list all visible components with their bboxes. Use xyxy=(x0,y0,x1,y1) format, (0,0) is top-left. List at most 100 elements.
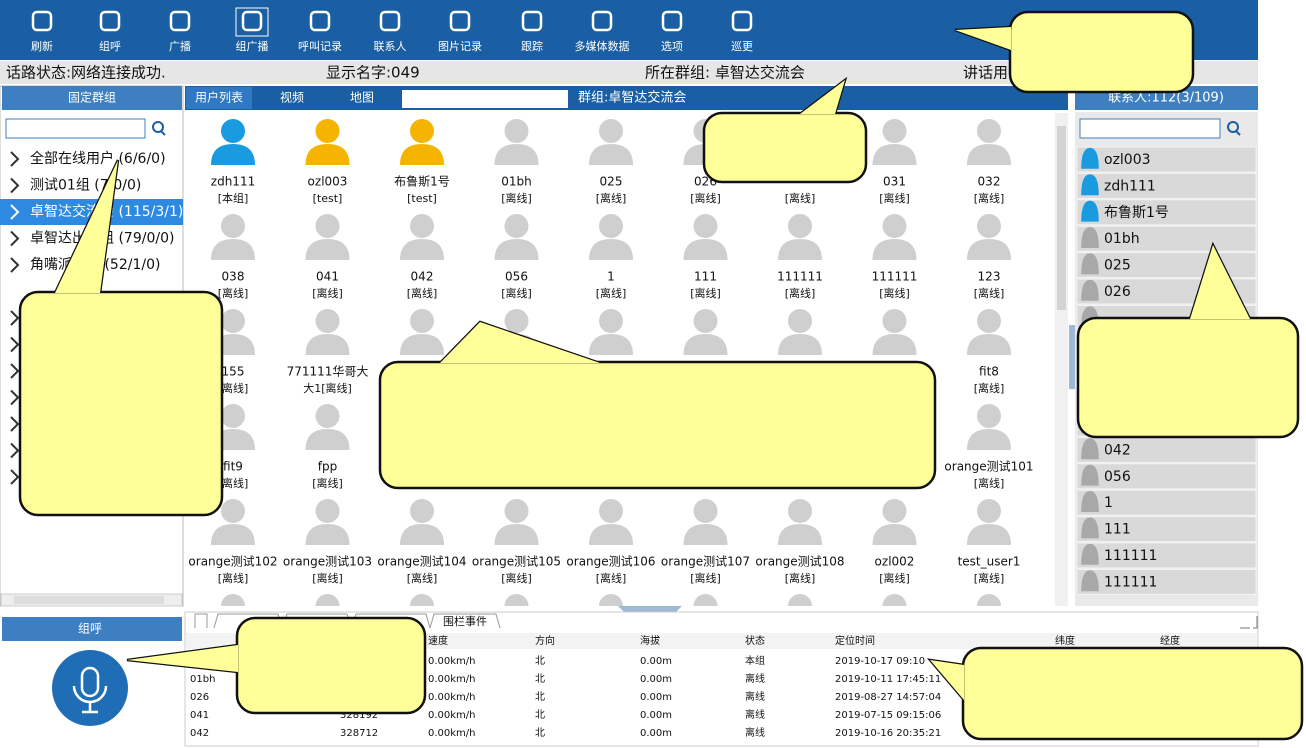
contact-name[interactable]: 056 xyxy=(1104,469,1131,485)
user-name[interactable]: fit9 xyxy=(223,460,243,474)
contact-row[interactable] xyxy=(1076,489,1257,516)
toolbar-button[interactable]: 巡更 xyxy=(731,40,753,53)
tab[interactable]: 视频 xyxy=(280,90,304,105)
contact-row[interactable] xyxy=(1076,172,1257,199)
user-name[interactable]: 056 xyxy=(505,270,528,284)
user-name[interactable]: 01bh xyxy=(501,175,532,189)
splitter-handle[interactable] xyxy=(618,606,682,612)
contact-row[interactable] xyxy=(1076,516,1257,543)
toolbar-button[interactable]: 广播 xyxy=(169,39,191,53)
mic-button[interactable] xyxy=(52,650,128,726)
contact-search[interactable] xyxy=(1079,118,1221,139)
bottom-tabs[interactable] xyxy=(194,613,431,629)
contact-row[interactable] xyxy=(1076,463,1257,490)
contact-row[interactable] xyxy=(1076,146,1257,173)
user-name[interactable]: orange测试107 xyxy=(661,554,750,569)
tree-chevron[interactable] xyxy=(10,257,20,273)
toolbar-icon[interactable] xyxy=(241,10,263,32)
contact-row[interactable] xyxy=(1076,542,1257,569)
toolbar-icon[interactable] xyxy=(99,10,121,32)
scroll-thumb[interactable] xyxy=(14,596,164,604)
user-name[interactable]: orange测试105 xyxy=(472,554,561,569)
contact-name[interactable]: 111111 xyxy=(1104,574,1157,590)
contact-row[interactable] xyxy=(1076,225,1257,252)
toolbar-icon[interactable] xyxy=(449,10,471,32)
user-name[interactable]: 111111 xyxy=(872,270,918,284)
tree-chevron[interactable] xyxy=(10,151,20,167)
search-icon[interactable] xyxy=(1227,121,1239,133)
user-name[interactable]: orange测试104 xyxy=(377,554,466,569)
toolbar-button[interactable]: 跟踪 xyxy=(521,39,543,53)
tree-chevron[interactable] xyxy=(10,204,20,220)
contact-name[interactable]: 布鲁斯1号 xyxy=(1104,205,1169,221)
user-name[interactable]: fit8 xyxy=(979,365,999,379)
toolbar-icon[interactable] xyxy=(169,10,191,32)
user-name[interactable]: 155 xyxy=(222,365,245,379)
contact-row[interactable] xyxy=(1076,436,1257,463)
contact-name[interactable]: 111111 xyxy=(1104,548,1157,564)
toolbar-icon[interactable] xyxy=(661,10,683,32)
user-name[interactable]: orange测试101 xyxy=(944,459,1033,474)
toolbar-button[interactable]: 刷新 xyxy=(31,39,53,53)
toolbar-icon[interactable] xyxy=(309,10,331,32)
tab[interactable]: 用户列表 xyxy=(195,90,243,105)
group-search[interactable] xyxy=(5,118,146,139)
search-icon[interactable] xyxy=(152,121,164,133)
contact-name[interactable]: 025 xyxy=(1104,258,1131,274)
tab[interactable]: 地图 xyxy=(350,91,374,105)
user-name[interactable]: 111111 xyxy=(777,270,823,284)
tree-chevron[interactable] xyxy=(10,230,20,247)
search-icon[interactable] xyxy=(550,92,562,104)
toolbar-button[interactable]: 选项 xyxy=(661,40,683,53)
user-name[interactable]: 1 xyxy=(607,270,615,284)
toolbar-icon[interactable] xyxy=(521,10,543,32)
user-name[interactable]: 123 xyxy=(978,270,1001,284)
scroll-thumb[interactable] xyxy=(1057,126,1066,310)
user-name[interactable]: 032 xyxy=(978,175,1001,189)
contact-name[interactable]: 1 xyxy=(1104,495,1113,511)
toolbar-button[interactable]: 组广播 xyxy=(236,39,269,53)
toolbar-icon[interactable] xyxy=(31,10,53,32)
user-name[interactable]: zdh111 xyxy=(211,175,255,189)
contact-name[interactable]: 026 xyxy=(1104,284,1131,300)
contact-row[interactable] xyxy=(1076,568,1257,595)
user-name[interactable]: orange测试106 xyxy=(566,554,655,569)
toolbar-button[interactable]: 图片记录 xyxy=(438,40,482,53)
tab-selected[interactable] xyxy=(186,87,252,109)
toolbar-icon[interactable] xyxy=(731,10,753,32)
user-name[interactable]: 771111华哥大 xyxy=(287,365,369,379)
user-name[interactable]: orange测试102 xyxy=(188,554,277,569)
contact-name[interactable]: 111 xyxy=(1104,522,1131,538)
user-name[interactable]: 布鲁斯1号 xyxy=(394,175,450,189)
contact-name[interactable]: 01bh xyxy=(1104,231,1140,247)
toolbar-icon[interactable] xyxy=(379,10,401,32)
tree-chevron[interactable] xyxy=(10,177,20,194)
toolbar-button[interactable]: 呼叫记录 xyxy=(298,40,342,53)
toolbar-button[interactable]: 多媒体数据 xyxy=(575,39,630,53)
contact-name[interactable]: zdh111 xyxy=(1104,178,1156,194)
contact-row[interactable] xyxy=(1076,199,1257,226)
toolbar-button[interactable]: 组呼 xyxy=(99,39,121,53)
user-name[interactable]: fpp xyxy=(318,460,337,474)
toolbar-icon[interactable] xyxy=(591,10,613,32)
contact-name[interactable]: ozl003 xyxy=(1104,152,1151,168)
user-name[interactable]: 042 xyxy=(411,270,434,284)
bottom-tab[interactable] xyxy=(429,613,501,629)
user-name[interactable]: 031 xyxy=(883,175,906,189)
user-name[interactable]: ozl002 xyxy=(875,555,915,569)
bottom-tab-label[interactable]: 围栏事件 xyxy=(443,614,487,628)
user-name[interactable]: 111 xyxy=(694,270,717,284)
toolbar-button[interactable]: 联系人 xyxy=(374,40,407,53)
user-name[interactable]: 041 xyxy=(316,270,339,284)
user-name[interactable]: 038 xyxy=(222,270,245,284)
group-item[interactable]: 测试01组 (7/0/0) xyxy=(30,178,141,194)
user-search[interactable] xyxy=(402,90,568,108)
contact-name[interactable]: 042 xyxy=(1104,442,1131,458)
splitter-handle[interactable] xyxy=(1069,325,1075,389)
user-name[interactable]: 025 xyxy=(600,175,623,189)
user-name[interactable]: ozl003 xyxy=(308,175,348,189)
user-name[interactable]: test_user1 xyxy=(958,555,1021,569)
user-name[interactable]: orange测试103 xyxy=(283,554,372,569)
group-item[interactable]: 全部在线用户 (6/6/0) xyxy=(30,150,166,167)
user-name[interactable]: orange测试108 xyxy=(755,554,844,569)
